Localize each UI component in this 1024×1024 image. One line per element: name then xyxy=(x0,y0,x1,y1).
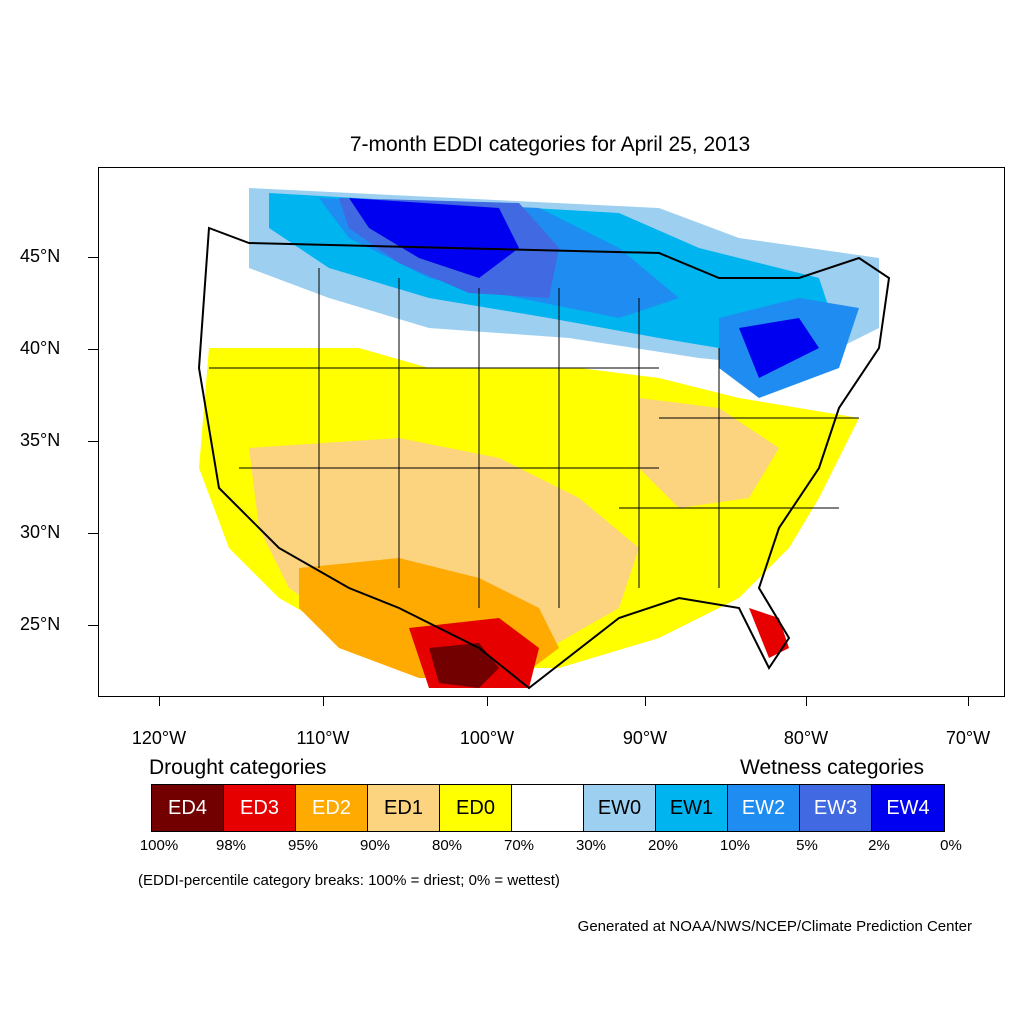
credit-line: Generated at NOAA/NWS/NCEP/Climate Predi… xyxy=(577,918,972,935)
legend-label: ED2 xyxy=(312,796,351,819)
pct-break: 100% xyxy=(139,837,179,854)
region-ed1-east xyxy=(639,398,779,508)
pct-break: 20% xyxy=(647,837,679,854)
legend-label: EW1 xyxy=(669,796,714,819)
lat-label-35: 35°N xyxy=(20,430,61,450)
legend-swatch-ed3: ED3 xyxy=(224,785,296,831)
drought-heading: Drought categories xyxy=(149,756,327,779)
legend-swatch-ed0: ED0 xyxy=(440,785,512,831)
category-note: (EDDI-percentile category breaks: 100% =… xyxy=(138,872,560,889)
legend-swatch-ew4: EW4 xyxy=(872,785,944,831)
pct-break: 0% xyxy=(940,837,962,854)
legend-swatch-ew2: EW2 xyxy=(728,785,800,831)
pct-break: 98% xyxy=(215,837,247,854)
wetness-heading: Wetness categories xyxy=(740,756,925,779)
map-title: 7-month EDDI categories for April 25, 20… xyxy=(349,133,751,156)
legend-label: ED0 xyxy=(456,796,495,819)
legend-label: ED4 xyxy=(168,796,207,819)
legend-label: EW4 xyxy=(886,796,930,819)
lon-label-100: 100°W xyxy=(459,728,515,748)
lon-label-80: 80°W xyxy=(783,728,829,748)
legend-swatch-ew3: EW3 xyxy=(800,785,872,831)
legend-swatch-ew0: EW0 xyxy=(584,785,656,831)
pct-break: 70% xyxy=(503,837,535,854)
region-ed4 xyxy=(429,643,499,688)
conus-outline xyxy=(197,226,891,690)
lon-label-110: 110°W xyxy=(296,728,350,748)
map-canvas xyxy=(197,188,891,690)
lat-label-30: 30°N xyxy=(20,522,61,542)
pct-break: 2% xyxy=(868,837,890,854)
pct-break: 5% xyxy=(796,837,818,854)
lat-label-45: 45°N xyxy=(20,246,61,266)
region-ew4-lakes xyxy=(739,318,819,378)
eddi-map xyxy=(98,167,1005,697)
lat-label-25: 25°N xyxy=(20,614,61,634)
legend-swatch-ed4: ED4 xyxy=(152,785,224,831)
legend-label: EW0 xyxy=(597,796,642,819)
pct-break: 90% xyxy=(359,837,391,854)
lat-label-40: 40°N xyxy=(20,338,61,358)
legend-swatch-ed2: ED2 xyxy=(296,785,368,831)
pct-break: 10% xyxy=(719,837,751,854)
legend-label: EW3 xyxy=(813,796,858,819)
pct-break: 80% xyxy=(431,837,463,854)
region-ew4-north xyxy=(349,198,519,278)
legend-label: EW2 xyxy=(741,796,786,819)
lon-label-70: 70°W xyxy=(945,728,991,748)
pct-break: 95% xyxy=(287,837,319,854)
legend-label: ED1 xyxy=(384,796,423,819)
pct-break: 30% xyxy=(575,837,607,854)
legend-swatch-normal xyxy=(512,785,584,831)
legend-swatch-ed1: ED1 xyxy=(368,785,440,831)
lon-label-90: 90°W xyxy=(622,728,668,748)
region-ed3-florida xyxy=(749,608,789,658)
category-legend: ED4 ED3 ED2 ED1 ED0 EW0 EW1 EW2 EW3 EW4 xyxy=(151,784,945,832)
state-lines xyxy=(209,268,859,608)
legend-label: ED3 xyxy=(240,796,279,819)
lon-label-120: 120°W xyxy=(131,728,187,748)
legend-swatch-ew1: EW1 xyxy=(656,785,728,831)
